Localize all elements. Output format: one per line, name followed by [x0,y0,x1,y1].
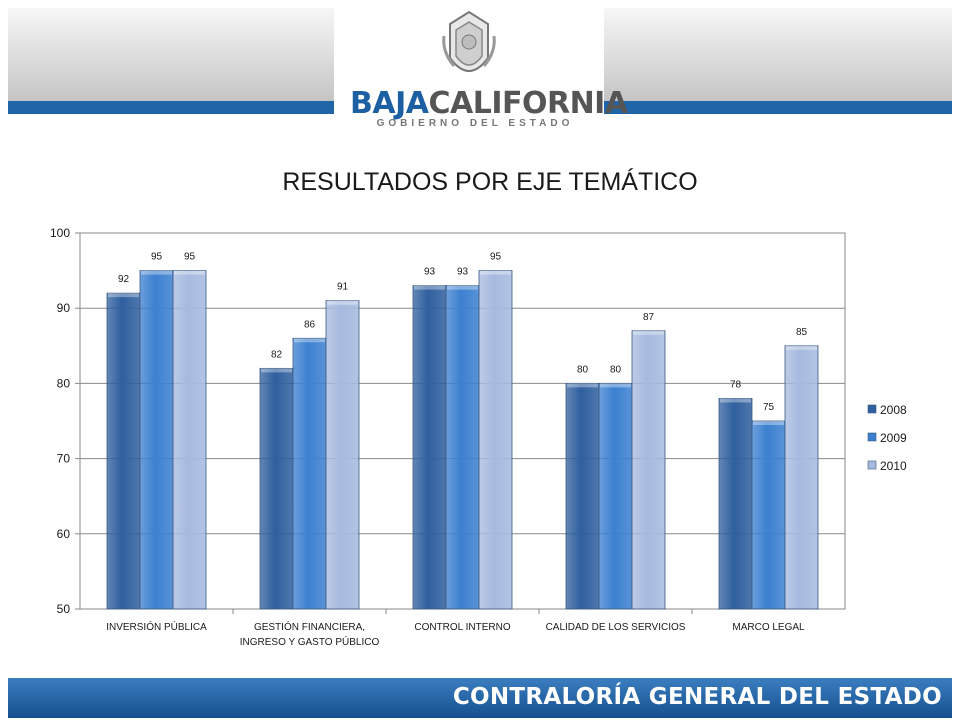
bar-2008 [259,367,294,610]
bar-2009 [139,270,174,610]
y-tick-label: 80 [57,376,71,390]
data-label: 78 [730,379,742,390]
legend-entry: 2009 [880,431,907,445]
seal-icon [442,10,496,72]
bar-top-highlight [261,368,292,373]
data-label: 75 [763,402,775,413]
bar-top-highlight [108,293,139,298]
bar-top-highlight [414,285,445,290]
bar-2010 [631,330,666,610]
bar-2009 [292,337,327,610]
y-tick-label: 60 [57,527,71,541]
data-label: 91 [337,282,349,293]
y-tick-label: 90 [57,301,71,315]
x-tick-label: CONTROL INTERNO [414,622,511,633]
bar-top-highlight [633,330,664,335]
bar-top-highlight [174,270,205,275]
legend-swatch [867,432,877,442]
y-tick-label: 100 [50,226,70,240]
data-label: 92 [118,274,130,285]
footer-title: CONTRALORÍA GENERAL DEL ESTADO [452,684,942,710]
bar-2009 [751,420,786,610]
bar-2010 [478,270,513,610]
chart-title: RESULTADOS POR EJE TEMÁTICO [282,168,698,196]
legend-entry: 2010 [880,459,907,473]
x-tick-label: MARCO LEGAL [732,622,805,633]
bar-2010 [172,270,207,610]
data-label: 87 [643,312,655,323]
bar-top-highlight [480,270,511,275]
data-label: 82 [271,349,283,360]
bar-2010 [325,300,360,610]
x-tick-label: INVERSIÓN PÚBLICA [106,620,207,633]
data-label: 80 [577,364,589,375]
data-label: 95 [184,252,196,263]
bar-top-highlight [753,421,784,425]
logo-subtitle: GOBIERNO DEL ESTADO [376,118,574,129]
y-tick-label: 70 [57,452,71,466]
data-label: 93 [457,267,469,278]
bar-2010 [784,345,819,610]
footer-band: CONTRALORÍA GENERAL DEL ESTADO [8,678,952,718]
bar-top-highlight [567,383,598,388]
bar-top-highlight [720,398,751,403]
bar-2008 [412,285,447,610]
logo-wordmark: BAJACALIFORNIA [350,86,628,121]
bar-2008 [565,382,600,610]
bar-2009 [445,285,480,610]
bar-top-highlight [786,345,817,350]
x-tick-label: INGRESO Y GASTO PÚBLICO [240,635,380,648]
data-label: 80 [610,364,622,375]
bar-2008 [106,292,141,610]
y-tick-label: 50 [57,602,71,616]
bar-top-highlight [327,300,358,305]
bar-top-highlight [294,338,325,343]
legend-swatch [867,404,877,414]
bar-top-highlight [447,285,478,290]
data-label: 93 [424,267,436,278]
x-tick-label: CALIDAD DE LOS SERVICIOS [546,622,686,633]
bar-2009 [598,382,633,610]
data-label: 95 [490,252,502,263]
data-label: 86 [304,319,316,330]
bar-2008 [718,398,753,610]
legend-entry: 2008 [880,403,907,417]
data-label: 85 [796,327,808,338]
legend-swatch [867,460,877,470]
x-tick-label: GESTIÓN FINANCIERA, [254,620,365,633]
data-label: 95 [151,252,163,263]
bar-top-highlight [600,383,631,388]
bar-top-highlight [141,270,172,275]
